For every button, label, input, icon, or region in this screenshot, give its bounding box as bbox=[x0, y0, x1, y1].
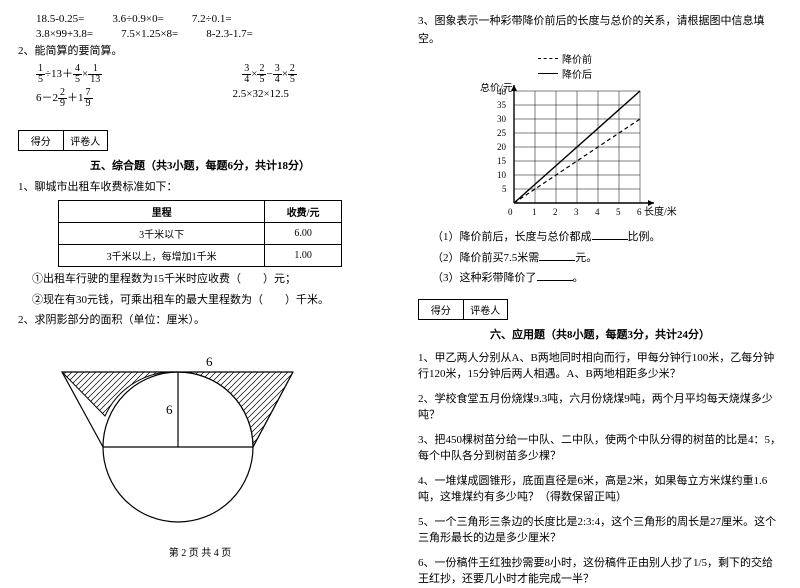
app-q1: 1、甲乙两人分别从A、B两地同时相向而行，甲每分钟行100米，乙每分钟行120米… bbox=[418, 350, 782, 383]
score-box-left: 得分 评卷人 bbox=[18, 130, 108, 151]
table-row: 3千米以上，每增加1千米 1.00 bbox=[59, 245, 342, 267]
blank-field[interactable] bbox=[537, 270, 573, 281]
app-q5: 5、一个三角形三条边的长度比是2:3:4，这个三角形的周长是27厘米。这个三角形… bbox=[418, 514, 782, 547]
section-5-title: 五、综合题（共3小题，每题6分，共计18分） bbox=[18, 157, 382, 173]
grader-label: 评卷人 bbox=[64, 131, 108, 150]
expr-2b: 7.5×1.25×8= bbox=[121, 28, 178, 40]
x-axis-label: 长度/米 bbox=[644, 205, 677, 218]
legend-before: 降价前 bbox=[562, 51, 592, 66]
q3-sub2: （2）降价前买7.5米需元。 bbox=[432, 250, 782, 268]
score-label: 得分 bbox=[419, 300, 464, 319]
svg-text:20: 20 bbox=[497, 142, 507, 152]
cell: 6.00 bbox=[265, 223, 342, 245]
svg-text:0: 0 bbox=[508, 207, 513, 217]
score-label: 得分 bbox=[19, 131, 64, 150]
grader-label: 评卷人 bbox=[464, 300, 508, 319]
item2-label: 2、能简算的要简算。 bbox=[18, 43, 382, 61]
expr-row-1: 18.5-0.25= 3.6÷0.9×0= 7.2÷0.1= bbox=[36, 13, 382, 25]
blank-field[interactable] bbox=[592, 229, 628, 240]
expr-1b: 3.6÷0.9×0= bbox=[112, 13, 163, 25]
calc-row-1: 15÷13＋45×113 34×25−34×25 bbox=[36, 64, 382, 85]
svg-text:1: 1 bbox=[532, 207, 537, 217]
score-box-right: 得分 评卷人 bbox=[418, 299, 508, 320]
right-column: 3、图象表示一种彩带降价前后的长度与总价的关系，请根据图中信息填空。 降价前 降… bbox=[400, 0, 800, 565]
svg-text:15: 15 bbox=[497, 156, 507, 166]
q1-sub2: ②现在有30元钱，可乘出租车的最大里程数为（ ）千米。 bbox=[32, 292, 382, 310]
expr-1a: 18.5-0.25= bbox=[36, 13, 84, 25]
cell: 3千米以下 bbox=[59, 223, 265, 245]
svg-text:30: 30 bbox=[497, 114, 507, 124]
fare-table: 里程 收费/元 3千米以下 6.00 3千米以上，每增加1千米 1.00 bbox=[58, 200, 342, 267]
q1-sub1: ①出租车行驶的里程数为15千米时应收费（ ）元； bbox=[32, 271, 382, 289]
app-q3: 3、把450棵树苗分给一中队、二中队，使两个中队分得的树苗的比是4：5，每个中队… bbox=[418, 432, 782, 465]
circle-figure: 6 6 bbox=[48, 336, 382, 534]
chart-legend: 降价前 降价后 bbox=[538, 51, 782, 81]
calc-2b: 2.5×32×12.5 bbox=[233, 88, 289, 109]
svg-text:5: 5 bbox=[616, 207, 621, 217]
legend-after: 降价后 bbox=[562, 66, 592, 81]
col-mileage: 里程 bbox=[59, 201, 265, 223]
solid-icon bbox=[538, 73, 558, 74]
q2-title: 2、求阴影部分的面积（单位：厘米）。 bbox=[18, 312, 382, 330]
expr-2c: 8-2.3-1.7= bbox=[206, 28, 253, 40]
q3-sub3: （3）这种彩带降价了。 bbox=[432, 270, 782, 288]
q3-sub1: （1）降价前后，长度与总价都成比例。 bbox=[432, 229, 782, 247]
page-footer: 第 2 页 共 4 页 bbox=[169, 544, 232, 559]
svg-text:5: 5 bbox=[502, 184, 507, 194]
app-q4: 4、一堆煤成圆锥形，底面直径是6米，高是2米，如果每立方米煤约重1.6吨，这堆煤… bbox=[418, 473, 782, 506]
expr-2a: 3.8×99+3.8= bbox=[36, 28, 93, 40]
y-axis-label: 总价/元 bbox=[480, 83, 513, 94]
expr-1c: 7.2÷0.1= bbox=[192, 13, 232, 25]
label-top: 6 bbox=[206, 354, 213, 369]
calc-1a: 15÷13＋45×113 bbox=[36, 64, 102, 85]
expr-row-2: 3.8×99+3.8= 7.5×1.25×8= 8-2.3-1.7= bbox=[36, 28, 382, 40]
left-column: 18.5-0.25= 3.6÷0.9×0= 7.2÷0.1= 3.8×99+3.… bbox=[0, 0, 400, 565]
calc-2a: 6－229＋179 bbox=[36, 88, 93, 109]
price-chart: 1 2 3 4 5 6 0 5 10 15 20 25 30 35 40 总价/… bbox=[478, 83, 782, 226]
calc-1b: 34×25−34×25 bbox=[242, 64, 297, 85]
svg-text:2: 2 bbox=[553, 207, 558, 217]
svg-text:25: 25 bbox=[497, 128, 507, 138]
app-q2: 2、学校食堂五月份烧煤9.3吨，六月份烧煤9吨，两个月平均每天烧煤多少吨？ bbox=[418, 391, 782, 424]
q1-title: 1、聊城市出租车收费标准如下： bbox=[18, 179, 382, 197]
chart-svg: 1 2 3 4 5 6 0 5 10 15 20 25 30 35 40 总价/… bbox=[478, 83, 678, 223]
section-6-title: 六、应用题（共8小题，每题3分，共计24分） bbox=[418, 326, 782, 342]
blank-field[interactable] bbox=[539, 250, 575, 261]
svg-text:35: 35 bbox=[497, 100, 507, 110]
svg-text:10: 10 bbox=[497, 170, 507, 180]
app-q6: 6、一份稿件王红独抄需要8小时，这份稿件正由别人抄了1/5，剩下的交给王红抄，还… bbox=[418, 555, 782, 588]
svg-text:3: 3 bbox=[574, 207, 579, 217]
calc-row-2: 6－229＋179 2.5×32×12.5 bbox=[36, 88, 382, 109]
label-mid: 6 bbox=[166, 402, 173, 417]
table-header: 里程 收费/元 bbox=[59, 201, 342, 223]
col-fare: 收费/元 bbox=[265, 201, 342, 223]
table-row: 3千米以下 6.00 bbox=[59, 223, 342, 245]
q3-title: 3、图象表示一种彩带降价前后的长度与总价的关系，请根据图中信息填空。 bbox=[418, 13, 782, 48]
svg-text:4: 4 bbox=[595, 207, 600, 217]
cell: 3千米以上，每增加1千米 bbox=[59, 245, 265, 267]
dash-icon bbox=[538, 58, 558, 59]
shaded-circle-svg: 6 6 bbox=[48, 336, 308, 531]
svg-text:6: 6 bbox=[637, 207, 642, 217]
cell: 1.00 bbox=[265, 245, 342, 267]
